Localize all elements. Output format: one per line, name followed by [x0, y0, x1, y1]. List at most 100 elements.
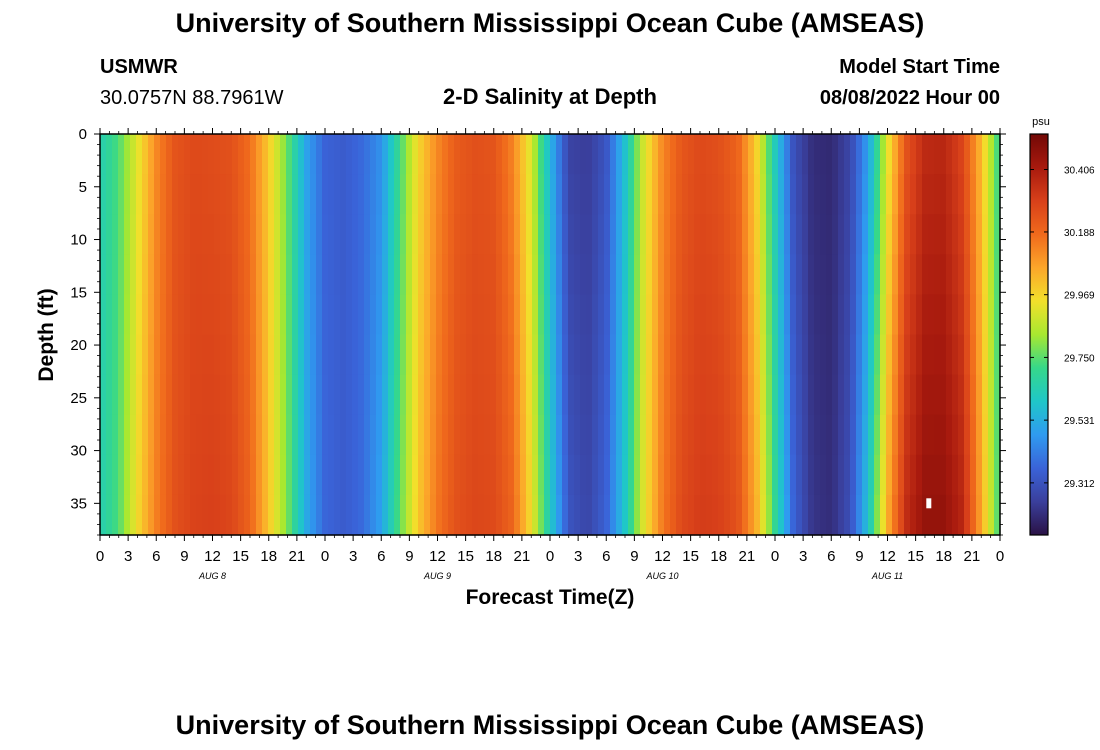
heatmap-cell: [958, 454, 965, 496]
heatmap-cell: [148, 454, 155, 496]
heatmap-cell: [820, 454, 827, 496]
heatmap-cell: [112, 374, 119, 416]
heatmap-cell: [514, 454, 521, 496]
heatmap-cell: [310, 134, 317, 175]
heatmap-cell: [682, 174, 689, 215]
heatmap-cell: [460, 214, 467, 255]
heatmap-cell: [676, 174, 683, 215]
heatmap-cell: [634, 214, 641, 255]
heatmap-cell: [334, 174, 341, 215]
x-tick-label: 15: [907, 548, 924, 565]
heatmap-cell: [364, 254, 371, 295]
heatmap-cell: [694, 294, 701, 336]
heatmap-cell: [400, 494, 407, 536]
heatmap-cell: [682, 134, 689, 175]
heatmap-cell: [748, 374, 755, 416]
heatmap-cell: [124, 294, 131, 336]
heatmap-cell: [580, 334, 587, 376]
heatmap-cell: [112, 454, 119, 496]
heatmap-cell: [490, 294, 497, 336]
heatmap-cell: [436, 254, 443, 295]
heatmap-cell: [868, 414, 875, 456]
heatmap-cell: [952, 494, 959, 536]
heatmap-cell: [802, 214, 809, 255]
heatmap-cell: [730, 334, 737, 376]
heatmap-cell: [598, 254, 605, 295]
heatmap-cell: [682, 374, 689, 416]
heatmap-cell: [556, 174, 563, 215]
heatmap-cell: [532, 414, 539, 456]
heatmap-cell: [268, 254, 275, 295]
heatmap-cell: [208, 374, 215, 416]
heatmap-cell: [586, 374, 593, 416]
heatmap-cell: [244, 214, 251, 255]
heatmap-cell: [808, 414, 815, 456]
heatmap-cell: [724, 174, 731, 215]
heatmap-cell: [928, 214, 935, 255]
heatmap-cell: [898, 334, 905, 376]
heatmap-cell: [490, 494, 497, 536]
heatmap-cell: [532, 374, 539, 416]
heatmap-cell: [208, 494, 215, 536]
heatmap-cell: [820, 214, 827, 255]
heatmap-cell: [832, 374, 839, 416]
heatmap-cell: [898, 254, 905, 295]
heatmap-cell: [784, 134, 791, 175]
heatmap-cell: [568, 334, 575, 376]
heatmap-cell: [430, 454, 437, 496]
heatmap-cell: [730, 254, 737, 295]
heatmap-cell: [502, 294, 509, 336]
heatmap-cell: [304, 334, 311, 376]
heatmap-cell: [256, 174, 263, 215]
heatmap-cell: [310, 334, 317, 376]
heatmap-cell: [832, 454, 839, 496]
heatmap-cell: [916, 334, 923, 376]
heatmap-cell: [400, 334, 407, 376]
heatmap-cell: [460, 134, 467, 175]
heatmap-cell: [346, 294, 353, 336]
heatmap-cell: [238, 254, 245, 295]
heatmap-cell: [898, 294, 905, 336]
heatmap-cell: [874, 294, 881, 336]
heatmap-cell: [808, 494, 815, 536]
heatmap-cell: [820, 294, 827, 336]
heatmap-cell: [484, 134, 491, 175]
heatmap-cell: [448, 494, 455, 536]
heatmap-cell: [706, 454, 713, 496]
heatmap-cell: [322, 414, 329, 456]
heatmap-cell: [100, 254, 107, 295]
heatmap-cell: [544, 134, 551, 175]
heatmap-cell: [664, 254, 671, 295]
heatmap-cell: [310, 414, 317, 456]
heatmap-cell: [586, 214, 593, 255]
heatmap-cell: [916, 494, 923, 536]
heatmap-cell: [232, 134, 239, 175]
heatmap-cell: [940, 134, 947, 175]
heatmap-cell: [328, 174, 335, 215]
heatmap-cell: [316, 254, 323, 295]
heatmap-cell: [874, 134, 881, 175]
heatmap-cell: [430, 374, 437, 416]
heatmap-cell: [394, 414, 401, 456]
heatmap-cell: [802, 334, 809, 376]
heatmap-cell: [622, 134, 629, 175]
heatmap-cell: [874, 214, 881, 255]
heatmap-cell: [574, 414, 581, 456]
heatmap-cell: [706, 174, 713, 215]
heatmap-cell: [736, 374, 743, 416]
heatmap-cell: [598, 414, 605, 456]
heatmap-cell: [976, 454, 983, 496]
heatmap-cell: [550, 134, 557, 175]
heatmap-cell: [970, 174, 977, 215]
heatmap-cell: [352, 214, 359, 255]
heatmap-cell: [304, 414, 311, 456]
heatmap-cell: [778, 254, 785, 295]
heatmap-cell: [184, 374, 191, 416]
heatmap-cell: [424, 214, 431, 255]
heatmap-cell: [694, 334, 701, 376]
heatmap-cell: [262, 214, 269, 255]
heatmap-annotations: [926, 498, 932, 509]
heatmap-cell: [634, 414, 641, 456]
heatmap-cell: [502, 494, 509, 536]
heatmap-cell: [592, 454, 599, 496]
